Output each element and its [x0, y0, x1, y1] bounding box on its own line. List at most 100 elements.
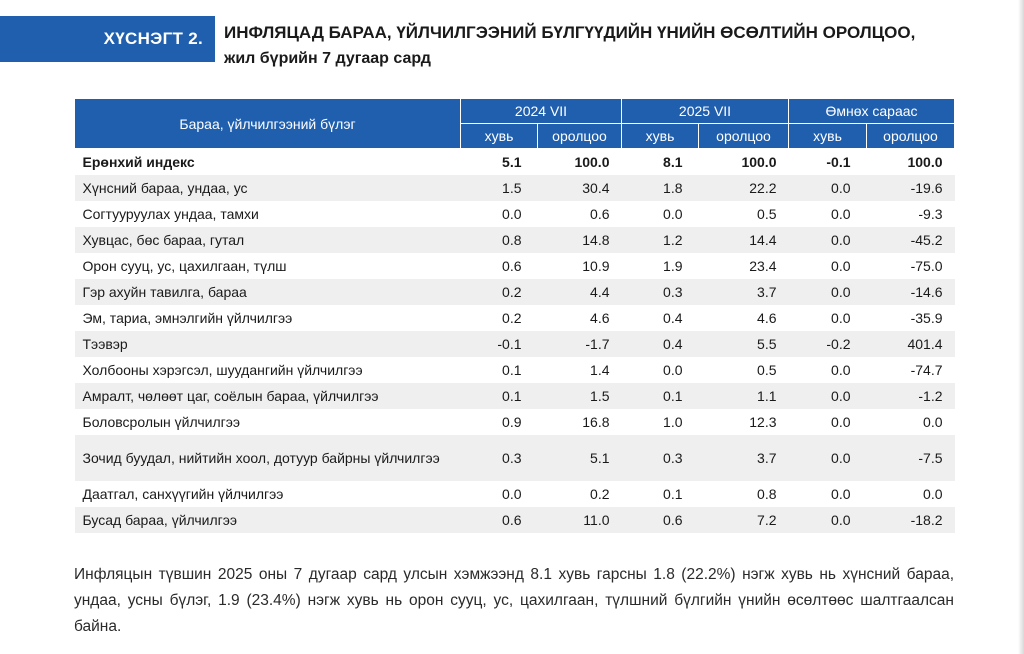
caption-line-2: жил бүрийн 7 дугаар сард [224, 50, 431, 67]
value-cell: 1.2 [621, 227, 699, 253]
header-row-sub: хувь оролцоо хувь оролцоо хувь оролцоо [75, 123, 956, 149]
value-cell: 0.5 [757, 362, 777, 378]
table-row: Ерөнхий индекс 5.1 100.0 8.1 100.0 -0.1 100.0 [75, 149, 955, 176]
value-cell: 23.4 [749, 258, 777, 274]
value-cell: 0.0 [831, 206, 851, 222]
value-cell: 4.6 [757, 310, 777, 326]
table-row: Орон сууц, ус, цахилгаан, түлш 0.6 10.9 1.9… [75, 253, 955, 279]
category-cell: Даатгал, санхүүгийн үйлчилгээ [82, 486, 284, 502]
table-number-tag: ХҮСНЭГТ 2. [0, 16, 215, 62]
value-cell: 14.4 [698, 227, 789, 253]
value-cell: -74.7 [910, 362, 943, 378]
value-cell: 0.4 [663, 310, 683, 326]
header-row-groups: Бараа, үйлчилгээний бүлэг 2024 VII 2025 … [74, 98, 956, 149]
value-cell: 0.6 [621, 507, 699, 533]
value-cell: -0.1 [460, 331, 538, 357]
value-cell: 0.0 [923, 414, 943, 430]
table-title: ХҮСНЭГТ 2. ИНФЛЯЦАД БАРАА, ҮЙЛЧИЛГЭЭНИЙ … [0, 8, 1000, 70]
value-cell: 30.4 [537, 175, 622, 201]
value-cell: 0.0 [831, 310, 851, 326]
table-row: Эм, тариа, эмнэлгийн үйлчилгээ 0.2 4.6 0.4 4… [75, 305, 955, 331]
value-cell: 0.1 [663, 486, 683, 502]
value-cell: 3.7 [698, 435, 789, 481]
value-cell: 0.9 [502, 414, 522, 430]
value-cell: -0.2 [788, 331, 867, 357]
value-cell: 0.6 [590, 206, 610, 222]
subheader-share: оролцоо [865, 123, 956, 149]
value-cell: 0.2 [502, 310, 522, 326]
value-cell: 0.1 [460, 383, 538, 409]
caption-line-1: ИНФЛЯЦАД БАРАА, ҮЙЛЧИЛГЭЭНИЙ БҮЛГҮҮДИЙН … [224, 23, 916, 42]
value-cell: 1.9 [663, 258, 683, 274]
value-cell: 5.1 [537, 435, 622, 481]
value-cell: 0.0 [788, 175, 867, 201]
value-cell: 0.4 [621, 331, 699, 357]
value-cell: 0.0 [788, 507, 867, 533]
value-cell: 4.4 [537, 279, 622, 305]
category-cell: Боловсролын үйлчилгээ [82, 414, 241, 430]
value-cell: 0.3 [621, 279, 699, 305]
value-cell: 0.8 [460, 227, 538, 253]
category-cell: Орон сууц, ус, цахилгаан, түлш [82, 258, 287, 274]
value-cell: 3.7 [698, 279, 789, 305]
value-cell: 0.6 [460, 507, 538, 533]
category-cell: Холбооны хэрэгсэл, шуудангийн үйлчилгээ [82, 362, 363, 378]
value-cell: 16.8 [582, 414, 610, 430]
table-row: Зочид буудал, нийтийн хоол, дотуур байрн… [74, 435, 955, 481]
value-cell: 100.0 [574, 154, 610, 170]
value-cell: 8.1 [663, 154, 683, 170]
table-row: Боловсролын үйлчилгээ 0.9 16.8 1.0 12.3 0.0 0.… [75, 409, 955, 435]
table-row: Бусад бараа, үйлчилгээ 0.6 11.0 0.6 7.2 0.0 -1… [74, 507, 955, 533]
category-cell: Согтууруулах ундаа, тамхи [82, 206, 259, 222]
table-row: Гэр ахуйн тавилга, бараа 0.2 4.4 0.3 3.7 0.0-… [74, 279, 955, 305]
table-row: Хувцас, бөс бараа, гутал 0.8 14.8 1.2 14.4 0.… [74, 227, 955, 253]
subheader-share: оролцоо [537, 123, 622, 149]
value-cell: 401.4 [866, 331, 955, 357]
table-row: Тээвэр -0.1 -1.7 0.4 5.5 -0.2 401.4 [74, 331, 955, 357]
value-cell: 4.6 [590, 310, 610, 326]
value-cell: 0.5 [757, 206, 777, 222]
value-cell: 22.2 [698, 175, 789, 201]
value-cell: -0.1 [826, 154, 851, 170]
table-row: Согтууруулах ундаа, тамхи 0.0 0.6 0.0 0.5 0.0… [75, 201, 955, 227]
value-cell: 5.1 [502, 154, 522, 170]
table-row: Холбооны хэрэгсэл, шуудангийн үйлчилгээ 0… [75, 357, 955, 383]
value-cell: 7.2 [698, 507, 789, 533]
value-cell: 0.0 [788, 435, 867, 481]
value-cell: 0.0 [788, 383, 867, 409]
subheader-percent: хувь [621, 123, 699, 149]
category-cell: Зочид буудал, нийтийн хоол, дотуур байрн… [74, 435, 461, 481]
value-cell: -7.5 [866, 435, 955, 481]
value-cell: -35.9 [910, 310, 943, 326]
category-header: Бараа, үйлчилгээний бүлэг [74, 98, 461, 149]
table-row: Хүнсний бараа, ундаа, ус 1.5 30.4 1.8 22.2 0.… [74, 175, 955, 201]
value-cell: -9.3 [918, 206, 943, 222]
value-cell: 0.0 [502, 206, 522, 222]
value-cell: -1.7 [537, 331, 622, 357]
subheader-percent: хувь [788, 123, 867, 149]
page-edge-shadow [1018, 0, 1024, 654]
value-cell: 0.0 [831, 362, 851, 378]
table-caption: ИНФЛЯЦАД БАРАА, ҮЙЛЧИЛГЭЭНИЙ БҮЛГҮҮДИЙН … [224, 20, 984, 72]
value-cell: 0.0 [788, 227, 867, 253]
value-cell: 0.3 [460, 435, 538, 481]
value-cell: 1.1 [698, 383, 789, 409]
group-header-2025: 2025 VII [621, 98, 789, 124]
value-cell: -1.2 [866, 383, 955, 409]
value-cell: 0.6 [502, 258, 522, 274]
value-cell: 0.2 [460, 279, 538, 305]
value-cell: 0.1 [502, 362, 522, 378]
group-header-prev-month: Өмнөх сараас [787, 98, 956, 124]
value-cell: 100.0 [741, 154, 777, 170]
value-cell: 0.8 [757, 486, 777, 502]
category-cell: Хувцас, бөс бараа, гутал [74, 227, 461, 253]
value-cell: 14.8 [537, 227, 622, 253]
value-cell: 5.5 [698, 331, 789, 357]
subheader-share: оролцоо [698, 123, 789, 149]
value-cell: 1.5 [537, 383, 622, 409]
value-cell: 0.2 [590, 486, 610, 502]
value-cell: 1.5 [460, 175, 538, 201]
value-cell: 0.0 [502, 486, 522, 502]
value-cell: -45.2 [866, 227, 955, 253]
value-cell: 0.0 [663, 206, 683, 222]
